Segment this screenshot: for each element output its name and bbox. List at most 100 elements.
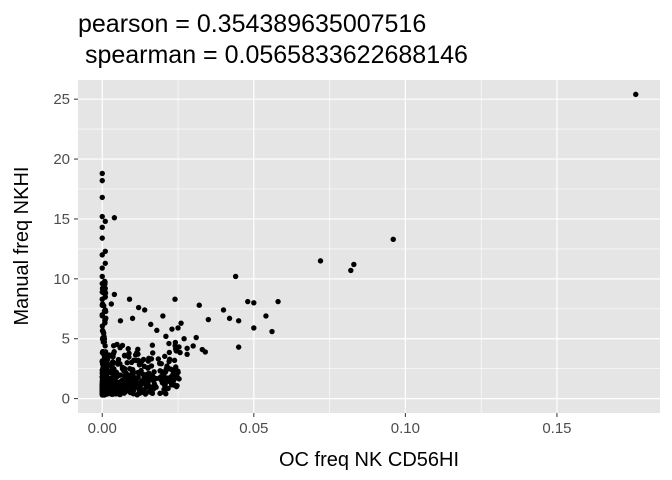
data-point (126, 296, 133, 302)
data-point (99, 265, 105, 271)
y-tick-label: 15 (53, 211, 70, 228)
cluster-point (175, 369, 181, 376)
x-tick-label: 0.05 (239, 420, 268, 437)
cluster-point (128, 359, 135, 366)
cluster-point (115, 361, 121, 367)
cluster-point (166, 358, 172, 365)
data-point (202, 349, 209, 355)
cluster-point (151, 369, 157, 375)
data-point (169, 326, 175, 332)
cluster-point (136, 370, 142, 376)
cluster-point (170, 377, 177, 384)
data-point (226, 315, 233, 322)
cluster-point (99, 301, 106, 307)
cluster-point (142, 391, 149, 397)
cluster-point (116, 389, 122, 395)
cluster-point (100, 339, 107, 345)
cluster-point (103, 373, 109, 380)
cluster-point (99, 323, 106, 329)
data-points (99, 91, 639, 398)
x-tick-label: 0.10 (391, 420, 420, 437)
data-point (99, 194, 105, 201)
data-point (108, 301, 115, 307)
data-point (181, 336, 187, 342)
grid-lines (78, 80, 660, 413)
cluster-point (119, 366, 126, 372)
cluster-point (121, 352, 128, 359)
data-point (141, 307, 148, 313)
y-axis-title: Manual freq NKHI (11, 167, 33, 326)
data-point (196, 302, 202, 308)
cluster-point (145, 379, 151, 386)
cluster-point (126, 350, 132, 356)
cluster-point (156, 360, 163, 367)
cluster-point (127, 381, 133, 387)
data-point (135, 304, 142, 311)
cluster-point (170, 371, 176, 377)
data-point (99, 252, 105, 258)
cluster-point (168, 382, 175, 388)
data-point (220, 307, 227, 313)
cluster-point (149, 388, 155, 394)
data-point (275, 298, 281, 305)
cluster-point (150, 350, 156, 356)
data-point (99, 177, 105, 184)
data-point (205, 316, 212, 323)
data-point (235, 344, 242, 350)
cluster-point (107, 389, 113, 395)
cluster-point (149, 342, 156, 348)
x-tick-label: 0.00 (88, 420, 117, 437)
data-point (160, 313, 166, 319)
data-point (102, 218, 108, 225)
cluster-point (130, 368, 136, 374)
data-point (163, 333, 169, 340)
cluster-point (135, 346, 141, 353)
chart-title-line-2: spearman = 0.0565833622688146 (78, 41, 468, 69)
data-point (172, 296, 178, 302)
cluster-point (126, 354, 132, 360)
cluster-point (112, 379, 119, 386)
cluster-point (99, 327, 106, 334)
data-point (99, 235, 105, 241)
cluster-point (106, 352, 112, 358)
cluster-point (162, 353, 168, 360)
axis-ticks: 0.00 0.05 0.10 0.15 0 5 10 15 20 25 (53, 91, 571, 437)
cluster-point (174, 382, 180, 389)
y-tick-label: 0 (62, 391, 70, 408)
cluster-point (100, 349, 106, 356)
data-point (251, 325, 257, 331)
cluster-point (132, 378, 138, 385)
data-point (102, 248, 108, 254)
data-point (245, 298, 251, 305)
plot-panel (78, 80, 660, 413)
cluster-point (108, 384, 114, 391)
cluster-point (101, 391, 108, 397)
data-point (633, 91, 639, 98)
data-point (102, 260, 108, 266)
cluster-point (176, 376, 182, 382)
y-tick-label: 10 (53, 271, 70, 288)
data-point (263, 313, 269, 319)
data-point (193, 334, 199, 341)
cluster-point (151, 381, 158, 387)
cluster-point (172, 343, 178, 349)
cluster-point (173, 348, 179, 354)
data-point (99, 273, 105, 280)
cluster-point (103, 308, 109, 315)
cluster-point (102, 386, 109, 393)
data-point (184, 351, 190, 358)
cluster-point (100, 285, 106, 291)
y-tick-label: 20 (53, 151, 70, 168)
cluster-point (158, 368, 165, 375)
cluster-point (102, 361, 109, 368)
cluster-point (137, 390, 143, 396)
cluster-point (110, 342, 117, 349)
data-point (99, 213, 105, 220)
cluster-point (165, 377, 172, 384)
cluster-point (155, 356, 162, 362)
cluster-point (126, 373, 132, 379)
data-point (348, 267, 354, 274)
cluster-point (119, 377, 125, 384)
data-point (154, 327, 160, 334)
